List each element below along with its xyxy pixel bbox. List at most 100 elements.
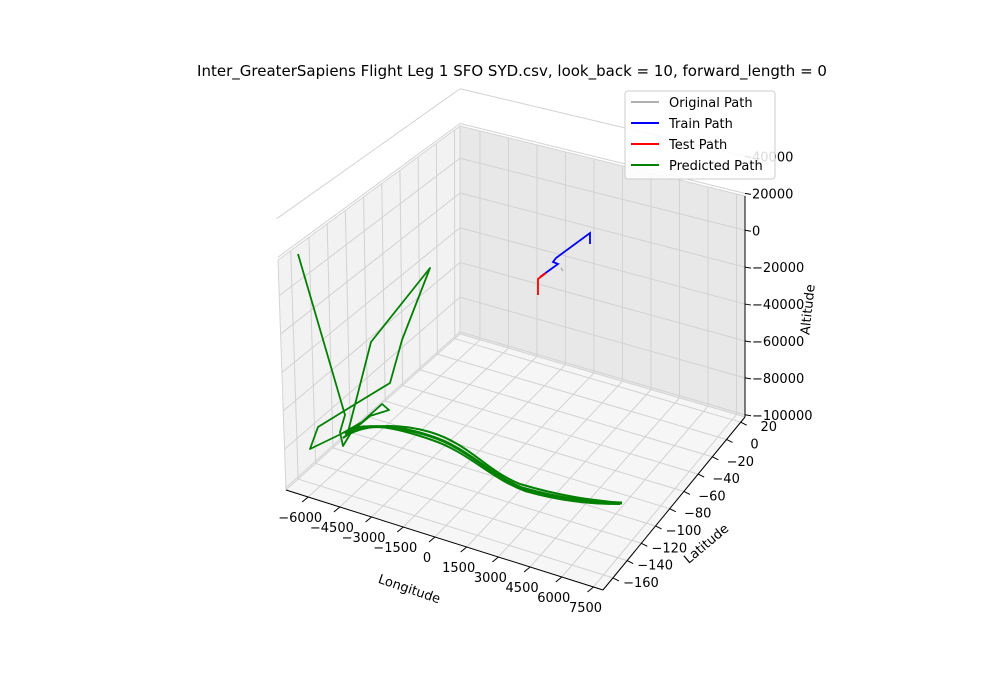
z-grid-line-left bbox=[282, 262, 461, 412]
z-tick-mark bbox=[744, 192, 752, 195]
y-grid-line bbox=[419, 369, 713, 458]
z-grid-line-left bbox=[284, 296, 461, 450]
y-tick-labels: −160 −140 −120 −100 −80 −60 −40 −20 020 bbox=[623, 420, 777, 591]
y-grid-line bbox=[454, 338, 741, 423]
original-path-line bbox=[560, 267, 564, 272]
z-grid-line-left bbox=[285, 331, 461, 489]
z-tick-label: 20000 bbox=[752, 187, 793, 202]
z-tick-mark bbox=[744, 377, 752, 380]
y-tick-mark bbox=[697, 473, 705, 478]
x-tick-label: 3000 bbox=[474, 571, 507, 586]
z-grid-line bbox=[459, 331, 746, 416]
y-grid-line-vertical bbox=[344, 210, 351, 433]
y-tick-mark bbox=[612, 577, 620, 582]
y-tick-label: −160 bbox=[623, 576, 659, 591]
legend-label-test: Test Path bbox=[668, 138, 727, 153]
z-tick-mark bbox=[744, 229, 752, 232]
y-tick-mark bbox=[655, 525, 662, 530]
x-tick-label: 1500 bbox=[442, 561, 475, 576]
x-grid-line bbox=[339, 347, 509, 508]
y-tick-mark bbox=[740, 421, 747, 426]
z-tick-mark bbox=[744, 340, 752, 343]
legend-frame bbox=[624, 90, 776, 180]
x-grid-line bbox=[593, 414, 737, 588]
y-axis-line bbox=[602, 416, 746, 591]
x-tick-mark bbox=[523, 566, 531, 573]
y-tick-label: −60 bbox=[698, 489, 725, 504]
x-tick-label: 6000 bbox=[537, 591, 570, 606]
z-tick-label: −100000 bbox=[752, 409, 813, 424]
y-grid-line-vertical bbox=[326, 223, 334, 448]
y-tick-label: −20 bbox=[727, 455, 754, 470]
x-tick-label: 7500 bbox=[569, 601, 602, 616]
y-tick-label: −120 bbox=[651, 541, 687, 556]
test-path-line bbox=[537, 272, 547, 295]
y-grid-line-vertical bbox=[308, 237, 317, 464]
y-grid-line-vertical bbox=[290, 250, 299, 480]
x-grid-line bbox=[434, 372, 595, 538]
z-tick-label: −80000 bbox=[752, 372, 804, 387]
y-grid-line-vertical bbox=[363, 197, 369, 417]
y-grid-line-vertical bbox=[399, 170, 404, 386]
y-tick-mark bbox=[641, 542, 648, 547]
y-tick-mark bbox=[712, 456, 719, 461]
x-grid-line bbox=[371, 356, 538, 518]
series-paths bbox=[297, 231, 623, 505]
z-grid-line-left bbox=[280, 192, 461, 335]
y-tick-label: −100 bbox=[666, 524, 702, 539]
y-grid-line bbox=[402, 385, 699, 475]
y-grid-line-vertical bbox=[417, 156, 421, 370]
z-tick-label: 0 bbox=[752, 224, 760, 239]
z-tick-label: −40000 bbox=[752, 298, 804, 313]
x-tick-mark bbox=[460, 546, 468, 553]
legend-label-train: Train Path bbox=[668, 117, 733, 132]
x-grid-line bbox=[466, 380, 623, 548]
z-grid-line bbox=[459, 227, 746, 305]
y-tick-label: −140 bbox=[637, 559, 673, 574]
x-tick-mark bbox=[587, 586, 594, 593]
y-grid-line bbox=[385, 400, 685, 492]
y-grid-line bbox=[332, 447, 642, 544]
z-grid-line bbox=[459, 123, 746, 194]
x-tick-mark bbox=[555, 576, 563, 583]
axes bbox=[285, 155, 752, 593]
z-tick-mark bbox=[744, 303, 752, 306]
x-tick-label: −6000 bbox=[278, 511, 322, 526]
z-tick-mark bbox=[744, 414, 752, 417]
legend: Original Path Train Path Test Path Predi… bbox=[624, 90, 776, 180]
grid-lines bbox=[276, 88, 746, 588]
y-grid-line-vertical bbox=[381, 183, 386, 402]
predicted-path-main-curve-band bbox=[346, 425, 621, 505]
x-grid-line bbox=[561, 405, 709, 578]
y-tick-mark bbox=[669, 508, 676, 513]
x-tick-mark bbox=[492, 556, 499, 563]
z-grid-line bbox=[459, 192, 746, 268]
train-path-line bbox=[539, 231, 591, 278]
x-grid-line bbox=[307, 339, 481, 498]
y-grid-line-vertical bbox=[435, 143, 438, 355]
z-tick-mark bbox=[744, 266, 752, 269]
z-grid-line bbox=[459, 296, 746, 379]
y-tick-mark bbox=[683, 490, 691, 495]
y-grid-line bbox=[315, 463, 628, 562]
x-axis-line bbox=[285, 489, 604, 591]
y-tick-mark bbox=[726, 439, 733, 443]
chart-title: Inter_GreaterSapiens Flight Leg 1 SFO SY… bbox=[197, 62, 827, 81]
x-tick-label: −3000 bbox=[342, 531, 386, 546]
z-tick-label: −20000 bbox=[752, 261, 804, 276]
x-tick-labels: −6000−4500−3000−1500 0 1500300045006000750… bbox=[278, 511, 602, 616]
z-grid-line-left bbox=[277, 123, 461, 258]
x-tick-label: 4500 bbox=[506, 581, 539, 596]
legend-label-predicted: Predicted Path bbox=[669, 159, 763, 174]
x-tick-label: −1500 bbox=[373, 541, 417, 556]
z-grid-line bbox=[459, 261, 746, 342]
y-tick-mark bbox=[626, 560, 634, 565]
z-tick-label: −60000 bbox=[752, 335, 804, 350]
x-tick-mark bbox=[428, 536, 436, 543]
x-tick-mark bbox=[365, 516, 372, 523]
z-grid-line-left bbox=[278, 157, 461, 297]
y-tick-label: 20 bbox=[760, 420, 777, 435]
x-tick-mark bbox=[301, 496, 309, 503]
z-grid-line bbox=[459, 157, 746, 231]
